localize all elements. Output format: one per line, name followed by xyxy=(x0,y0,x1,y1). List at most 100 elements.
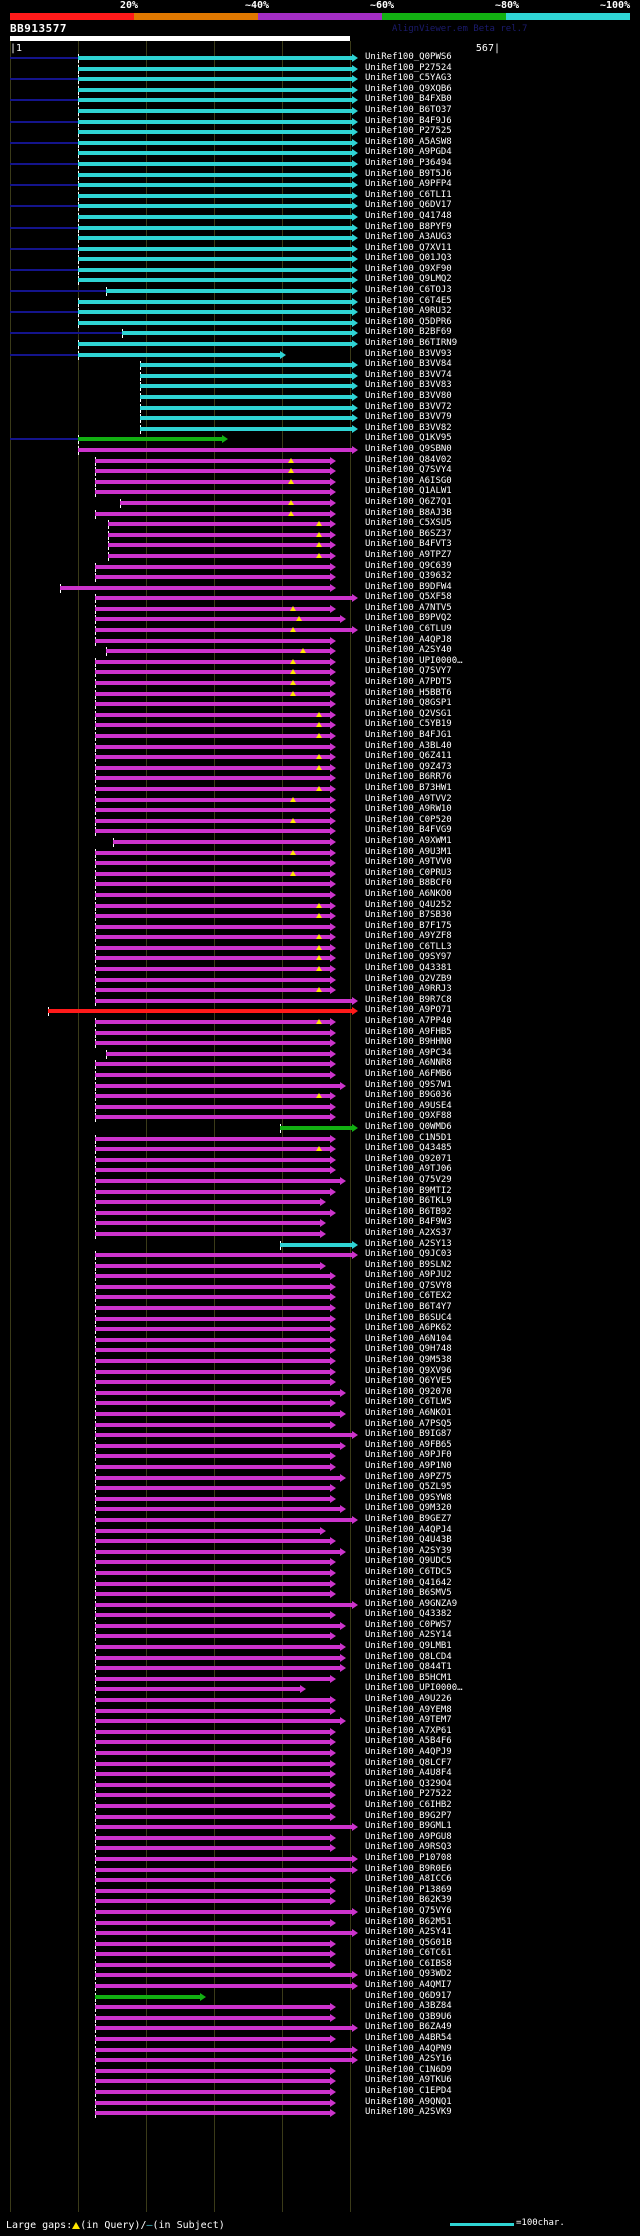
hit-label[interactable]: UniRef100_B9G036 xyxy=(365,1090,452,1101)
hit-label[interactable]: UniRef100_B4FVT3 xyxy=(365,539,452,550)
hit-label[interactable]: UniRef100_Q329O4 xyxy=(365,1778,452,1789)
hit-segment[interactable] xyxy=(95,861,330,866)
hit-row[interactable]: UniRef100_A7PDT5 xyxy=(0,677,640,689)
hit-row[interactable]: UniRef100_A9TJ06 xyxy=(0,1164,640,1176)
hit-segment[interactable] xyxy=(78,161,352,166)
hit-label[interactable]: UniRef100_C1EPD4 xyxy=(365,2086,452,2096)
hit-row[interactable]: UniRef100_Q0PWS6 xyxy=(0,52,640,64)
hit-row[interactable]: UniRef100_C6IHB2 xyxy=(0,1800,640,1812)
hit-row[interactable]: UniRef100_A4QPJ9 xyxy=(0,1747,640,1759)
hit-segment[interactable] xyxy=(95,1147,330,1152)
hit-segment[interactable] xyxy=(95,511,330,516)
hit-row[interactable]: UniRef100_B4FJG1 xyxy=(0,730,640,742)
hit-row[interactable]: UniRef100_Q6DV17 xyxy=(0,200,640,212)
hit-label[interactable]: UniRef100_A7PSQ5 xyxy=(365,1418,452,1429)
hit-row[interactable]: UniRef100_Q9SBN0 xyxy=(0,443,640,456)
hit-label[interactable]: UniRef100_B6SMV5 xyxy=(365,1588,452,1599)
hit-row[interactable]: UniRef100_Q43382 xyxy=(0,1609,640,1621)
hit-row[interactable]: UniRef100_P27524 xyxy=(0,63,640,75)
hit-segment[interactable] xyxy=(78,108,352,113)
hit-label[interactable]: UniRef100_B73HW1 xyxy=(365,782,452,793)
hit-row[interactable]: UniRef100_A9TVV2 xyxy=(0,794,640,806)
hit-label[interactable]: UniRef100_Q41642 xyxy=(365,1577,452,1588)
hit-label[interactable]: UniRef100_A9PFP4 xyxy=(365,179,452,190)
hit-label[interactable]: UniRef100_Q5DPR6 xyxy=(365,316,452,327)
hit-segment[interactable] xyxy=(95,829,330,834)
hit-segment[interactable] xyxy=(95,1623,340,1628)
hit-segment[interactable] xyxy=(95,670,330,675)
hit-label[interactable]: UniRef100_A9PGU8 xyxy=(365,1831,452,1842)
hit-segment[interactable] xyxy=(140,373,352,378)
hit-row[interactable]: UniRef100_A9U3M1 xyxy=(0,847,640,859)
hit-segment[interactable] xyxy=(95,1083,340,1088)
hit-segment[interactable] xyxy=(95,1835,330,1840)
hit-label[interactable]: UniRef100_Q2VZB9 xyxy=(365,973,452,984)
hit-row[interactable]: UniRef100_B9R0E6 xyxy=(0,1863,640,1876)
hit-row[interactable]: UniRef100_B3VV80 xyxy=(0,391,640,403)
hit-label[interactable]: UniRef100_A5B4F6 xyxy=(365,1736,452,1747)
hit-segment[interactable] xyxy=(95,1613,330,1618)
hit-row[interactable]: UniRef100_A2SY14 xyxy=(0,1630,640,1642)
hit-label[interactable]: UniRef100_Q9SY97 xyxy=(365,952,452,963)
hit-row[interactable]: UniRef100_C1EPD4 xyxy=(0,2086,640,2098)
hit-segment[interactable] xyxy=(95,1994,200,1999)
hit-segment[interactable] xyxy=(108,532,330,537)
hit-label[interactable]: UniRef100_A9FHB5 xyxy=(365,1026,452,1037)
hit-label[interactable]: UniRef100_Q7SVY8 xyxy=(365,1280,452,1291)
hit-segment[interactable] xyxy=(95,564,330,569)
hit-segment[interactable] xyxy=(95,691,330,696)
hit-segment[interactable] xyxy=(95,871,330,876)
hit-segment[interactable] xyxy=(95,1856,352,1861)
hit-row[interactable]: UniRef100_B6SZ37 xyxy=(0,529,640,541)
hit-label[interactable]: UniRef100_C6T4E5 xyxy=(365,295,452,306)
hit-segment[interactable] xyxy=(78,183,352,188)
hit-label[interactable]: UniRef100_Q43485 xyxy=(365,1143,452,1154)
hit-row[interactable]: UniRef100_Q7XV11 xyxy=(0,243,640,255)
hit-segment[interactable] xyxy=(95,1073,330,1077)
hit-row[interactable]: UniRef100_B9G036 xyxy=(0,1090,640,1102)
hit-row[interactable]: UniRef100_Q75VY6 xyxy=(0,1906,640,1918)
hit-row[interactable]: UniRef100_B62K39 xyxy=(0,1895,640,1907)
hit-row[interactable]: UniRef100_P13869 xyxy=(0,1885,640,1897)
hit-label[interactable]: UniRef100_Q92070 xyxy=(365,1386,452,1397)
hit-row[interactable]: UniRef100_A9PJF0 xyxy=(0,1450,640,1462)
hit-segment[interactable] xyxy=(95,1369,330,1374)
hit-label[interactable]: UniRef100_Q41748 xyxy=(365,210,452,221)
hit-segment[interactable] xyxy=(95,1178,340,1183)
hit-label[interactable]: UniRef100_A2SY13 xyxy=(365,1238,452,1249)
hit-row[interactable]: UniRef100_Q8GSP1 xyxy=(0,698,640,710)
hit-row[interactable]: UniRef100_B73HW1 xyxy=(0,782,640,795)
hit-row[interactable]: UniRef100_A9U226 xyxy=(0,1694,640,1706)
hit-segment[interactable] xyxy=(95,1359,330,1364)
hit-label[interactable]: UniRef100_B9R0E6 xyxy=(365,1863,452,1874)
hit-segment[interactable] xyxy=(95,945,330,950)
hit-row[interactable]: UniRef100_Q9SY97 xyxy=(0,952,640,964)
hit-label[interactable]: UniRef100_B3VV82 xyxy=(365,422,452,433)
hit-row[interactable]: UniRef100_Q43485 xyxy=(0,1143,640,1155)
hit-row[interactable]: UniRef100_B7F175 xyxy=(0,921,640,933)
hit-segment[interactable] xyxy=(95,1210,330,1215)
hit-row[interactable]: UniRef100_Q75V29 xyxy=(0,1175,640,1187)
hit-segment[interactable] xyxy=(108,553,330,558)
hit-row[interactable]: UniRef100_A4QPJ8 xyxy=(0,635,640,647)
hit-row[interactable]: UniRef100_B8PYF9 xyxy=(0,222,640,234)
hit-label[interactable]: UniRef100_B4FVG9 xyxy=(365,825,452,836)
hit-row[interactable]: UniRef100_B4F9W3 xyxy=(0,1217,640,1229)
hit-segment[interactable] xyxy=(95,1719,340,1724)
hit-segment[interactable] xyxy=(95,1772,330,1777)
hit-label[interactable]: UniRef100_B6SUC4 xyxy=(365,1312,452,1323)
hit-row[interactable]: UniRef100_C1N5D1 xyxy=(0,1133,640,1145)
hit-label[interactable]: UniRef100_Q9SBN0 xyxy=(365,443,452,454)
hit-row[interactable]: UniRef100_Q9LMQ2 xyxy=(0,274,640,286)
hit-row[interactable]: UniRef100_A9GNZA9 xyxy=(0,1599,640,1611)
hit-row[interactable]: UniRef100_Q9XF88 xyxy=(0,1111,640,1123)
hit-segment[interactable] xyxy=(95,1094,330,1099)
hit-label[interactable]: UniRef100_A9YZF8 xyxy=(365,931,452,942)
hit-segment[interactable] xyxy=(95,1412,340,1416)
hit-row[interactable]: UniRef100_B6SMV5 xyxy=(0,1588,640,1600)
hit-label[interactable]: UniRef100_B9PVQ2 xyxy=(365,613,452,624)
hit-row[interactable]: UniRef100_B9G2P7 xyxy=(0,1811,640,1823)
hit-row[interactable]: UniRef100_A7XP61 xyxy=(0,1726,640,1738)
hit-label[interactable]: UniRef100_Q9Z473 xyxy=(365,761,452,772)
hit-label[interactable]: UniRef100_B62K39 xyxy=(365,1895,452,1906)
